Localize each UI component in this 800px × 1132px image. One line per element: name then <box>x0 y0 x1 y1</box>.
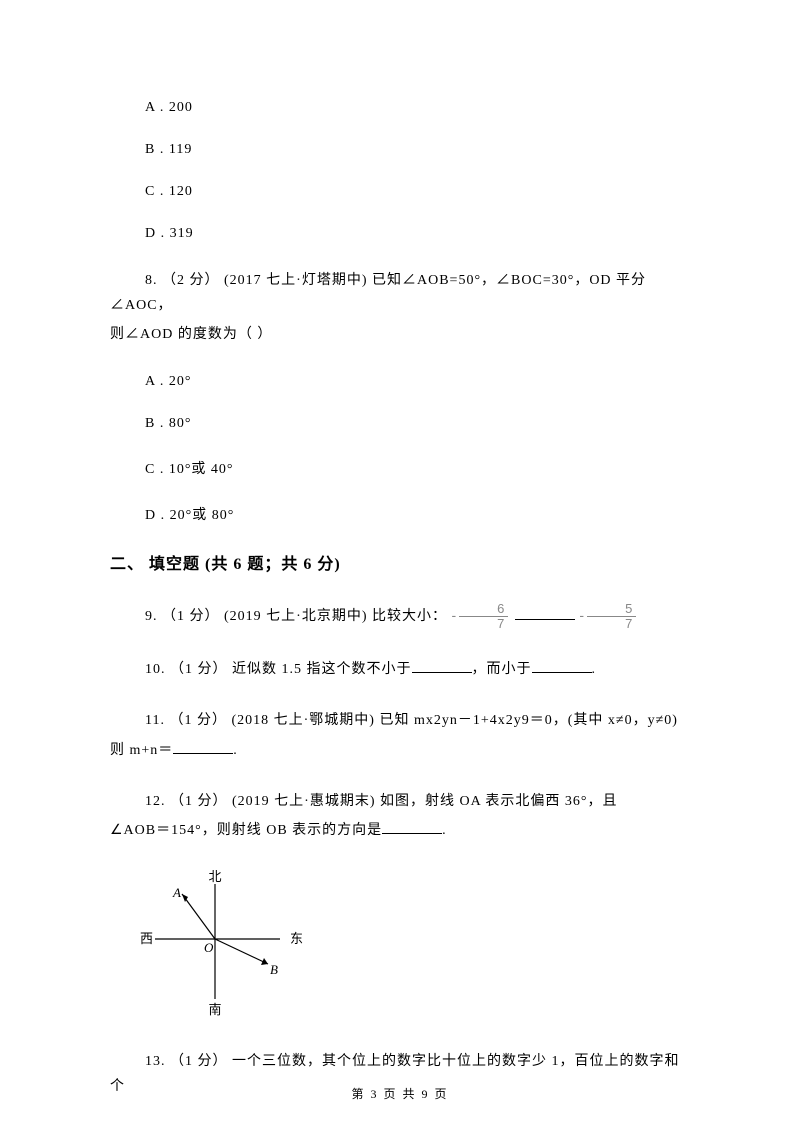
q8-text: 8. （2 分） (2017 七上·灯塔期中) 已知∠AOB=50°，∠BOC=… <box>110 268 690 318</box>
q9-frac1-num: 6 <box>459 602 508 617</box>
q12-line2-prefix: ∠AOB＝154°，则射线 OB 表示的方向是 <box>110 823 382 838</box>
q11-line2-prefix: 则 m+n＝ <box>110 743 173 758</box>
q8-option-d: D . 20°或 80° <box>110 504 690 524</box>
q9: 9. （1 分） (2019 七上·北京期中) 比较大小： -67 -57 <box>110 602 690 632</box>
compass-diagram: 北 南 东 西 A B O <box>140 869 320 1019</box>
page-footer: 第 3 页 共 9 页 <box>0 1085 800 1102</box>
q10-mid: ，而小于 <box>472 662 532 677</box>
q12-line2: ∠AOB＝154°，则射线 OB 表示的方向是. <box>110 818 690 843</box>
q7-option-b: B . 119 <box>110 142 690 158</box>
label-a: A <box>172 885 181 900</box>
q9-frac1: 67 <box>459 602 508 632</box>
label-east: 东 <box>290 931 303 946</box>
q9-frac2: 57 <box>587 602 636 632</box>
q8-option-b: B . 80° <box>110 416 690 432</box>
q7-option-c: C . 120 <box>110 184 690 200</box>
ray-ob <box>215 939 268 964</box>
q9-blank <box>515 606 575 620</box>
label-b: B <box>270 962 278 977</box>
label-north: 北 <box>208 869 221 884</box>
label-west: 西 <box>140 931 153 946</box>
q9-frac2-den: 7 <box>587 617 636 631</box>
label-south: 南 <box>208 1002 221 1017</box>
q10-prefix: 10. （1 分） 近似数 1.5 指这个数不小于 <box>145 662 412 677</box>
neg-sign-1: - <box>452 607 458 623</box>
q10-suffix: . <box>592 662 597 677</box>
q10-blank1 <box>412 659 472 673</box>
q11-line1: 11. （1 分） (2018 七上·鄂城期中) 已知 mx2yn－1+4x2y… <box>110 708 690 733</box>
q12-line2-suffix: . <box>442 823 447 838</box>
q11-blank <box>173 740 233 754</box>
label-o: O <box>204 940 214 955</box>
q9-frac2-num: 5 <box>587 602 636 617</box>
compass-svg: 北 南 东 西 A B O <box>140 869 320 1019</box>
q12-blank <box>382 820 442 834</box>
q9-frac1-den: 7 <box>459 617 508 631</box>
q10: 10. （1 分） 近似数 1.5 指这个数不小于 ，而小于. <box>110 657 690 682</box>
section2-title: 二、 填空题 (共 6 题；共 6 分) <box>110 550 690 574</box>
q8-option-a: A . 20° <box>110 374 690 390</box>
q8-option-c: C . 10°或 40° <box>110 458 690 478</box>
q9-prefix: 9. （1 分） (2019 七上·北京期中) 比较大小： <box>145 609 447 624</box>
neg-sign-2: - <box>579 607 585 623</box>
q8-text2: 则∠AOD 的度数为（ ） <box>110 322 690 347</box>
q11-line2: 则 m+n＝. <box>110 738 690 763</box>
ray-oa <box>182 894 215 939</box>
q10-blank2 <box>532 659 592 673</box>
q7-option-a: A . 200 <box>110 100 690 116</box>
q7-option-d: D . 319 <box>110 226 690 242</box>
q12-line1: 12. （1 分） (2019 七上·惠城期末) 如图，射线 OA 表示北偏西 … <box>110 789 690 814</box>
q11-line2-suffix: . <box>233 743 238 758</box>
